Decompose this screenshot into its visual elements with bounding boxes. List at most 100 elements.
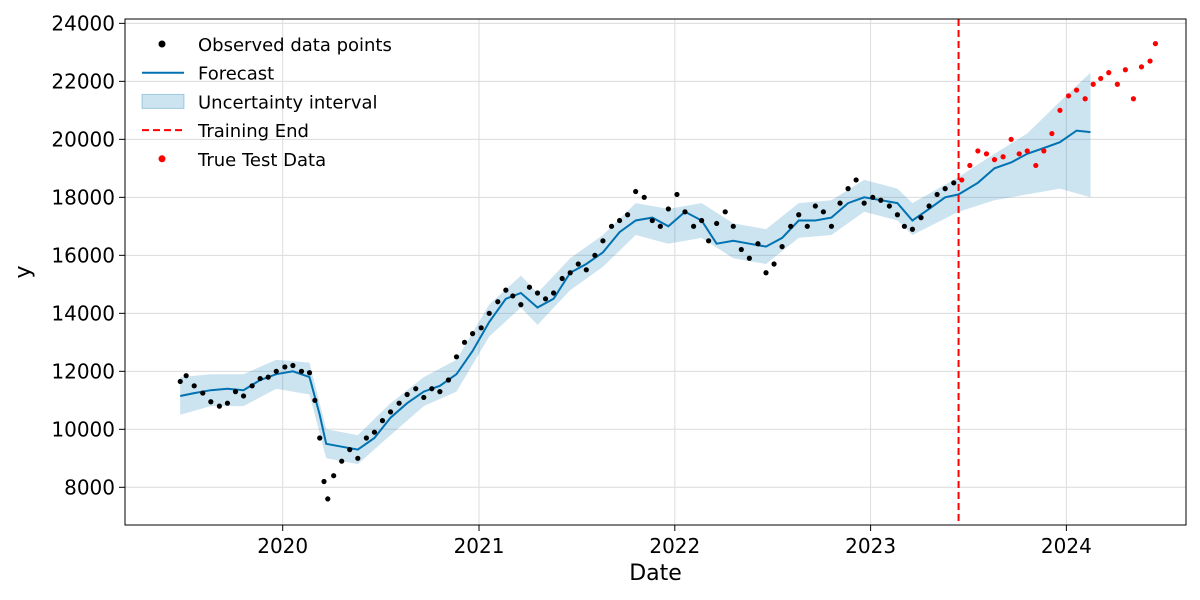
legend-label: Forecast <box>198 64 274 85</box>
observed-point <box>437 389 443 395</box>
observed-point <box>779 244 785 250</box>
test-point <box>1024 148 1030 154</box>
observed-point <box>583 267 589 273</box>
observed-point <box>820 209 826 215</box>
test-point <box>991 157 998 163</box>
observed-point <box>312 397 318 403</box>
observed-point <box>853 177 859 183</box>
legend-marker-dot <box>158 40 166 48</box>
observed-point <box>216 403 223 409</box>
observed-point <box>665 206 671 212</box>
test-point <box>1106 70 1112 76</box>
observed-point <box>445 377 452 383</box>
test-point <box>1138 64 1145 70</box>
observed-point <box>674 191 680 198</box>
x-tick-label: 2021 <box>454 534 505 558</box>
observed-point <box>690 223 697 229</box>
observed-point <box>208 399 214 405</box>
observed-point <box>249 383 255 389</box>
observed-point <box>183 373 189 379</box>
observed-point <box>371 429 378 435</box>
legend: Observed data points Forecast Uncertainty … <box>141 35 392 171</box>
observed-point <box>861 200 867 206</box>
y-ticks: 8000 10000 12000 14000 16000 18000 20000 22000 2… <box>51 11 125 499</box>
observed-point <box>942 186 948 192</box>
forecast-line <box>179 129 1091 451</box>
observed-point <box>257 375 263 382</box>
observed-point <box>339 458 345 464</box>
observed-point <box>550 290 557 296</box>
observed-point <box>331 473 337 479</box>
observed-point <box>837 200 843 206</box>
test-point <box>1000 154 1006 160</box>
observed-point <box>657 223 663 229</box>
observed-point <box>559 275 565 282</box>
observed-point <box>788 223 794 229</box>
legend-label: True Test Data <box>197 150 326 171</box>
observed-point <box>478 325 484 331</box>
observed-point <box>894 212 901 218</box>
observed-point <box>878 197 884 203</box>
observed-point <box>177 378 183 385</box>
x-tick-label: 2020 <box>257 534 308 558</box>
test-point <box>1098 75 1104 82</box>
observed-point <box>870 194 876 200</box>
observed-point <box>714 220 720 227</box>
legend-label: Uncertainty interval <box>198 92 378 113</box>
observed-point <box>625 212 631 218</box>
observed-point <box>828 223 835 229</box>
observed-point <box>616 217 623 224</box>
plot-frame <box>124 18 1187 526</box>
test-point <box>1041 148 1047 154</box>
observed-point <box>453 354 460 360</box>
test-point <box>967 162 973 169</box>
legend-label: Observed data points <box>198 35 392 56</box>
observed-point <box>755 241 761 247</box>
observed-point <box>526 284 533 290</box>
observed-point <box>461 339 468 345</box>
observed-point <box>934 191 940 198</box>
observed-point <box>901 223 907 229</box>
legend-label: Training End <box>197 121 309 142</box>
observed-point <box>273 368 279 374</box>
observed-point <box>224 400 231 406</box>
observed-point <box>306 370 313 376</box>
observed-point <box>641 194 647 200</box>
observed-points <box>177 177 957 502</box>
test-point <box>1073 87 1080 93</box>
x-ticks: 2020 2021 2022 2023 2024 <box>257 525 1092 558</box>
x-tick-label: 2023 <box>845 534 896 558</box>
observed-point <box>845 186 851 192</box>
test-point <box>1152 41 1159 47</box>
observed-point <box>396 400 402 406</box>
observed-point <box>575 261 581 267</box>
test-point <box>1122 67 1128 73</box>
y-tick-label: 8000 <box>64 475 115 499</box>
observed-point <box>649 217 655 224</box>
grid <box>125 19 1186 525</box>
observed-point <box>379 418 386 424</box>
x-tick-label: 2022 <box>649 534 700 558</box>
observed-point <box>738 246 744 253</box>
forecast-line-layer <box>179 129 1091 451</box>
legend-marker-band <box>141 93 185 109</box>
observed-point <box>413 386 419 392</box>
observed-point <box>682 209 688 215</box>
observed-point <box>347 447 353 453</box>
observed-point <box>469 331 476 337</box>
x-tick-label: 2024 <box>1041 534 1092 558</box>
test-point <box>1114 81 1120 87</box>
x-axis-label: Date <box>629 561 682 586</box>
observed-point <box>542 296 549 302</box>
y-axis-label: y <box>11 265 36 278</box>
observed-point <box>290 362 296 369</box>
y-tick-label: 18000 <box>51 185 115 209</box>
observed-point <box>355 455 361 461</box>
test-point <box>1016 151 1022 157</box>
observed-point <box>404 391 410 398</box>
observed-point <box>706 238 712 244</box>
observed-point <box>232 389 239 395</box>
observed-point <box>926 203 932 209</box>
observed-point <box>534 290 541 296</box>
